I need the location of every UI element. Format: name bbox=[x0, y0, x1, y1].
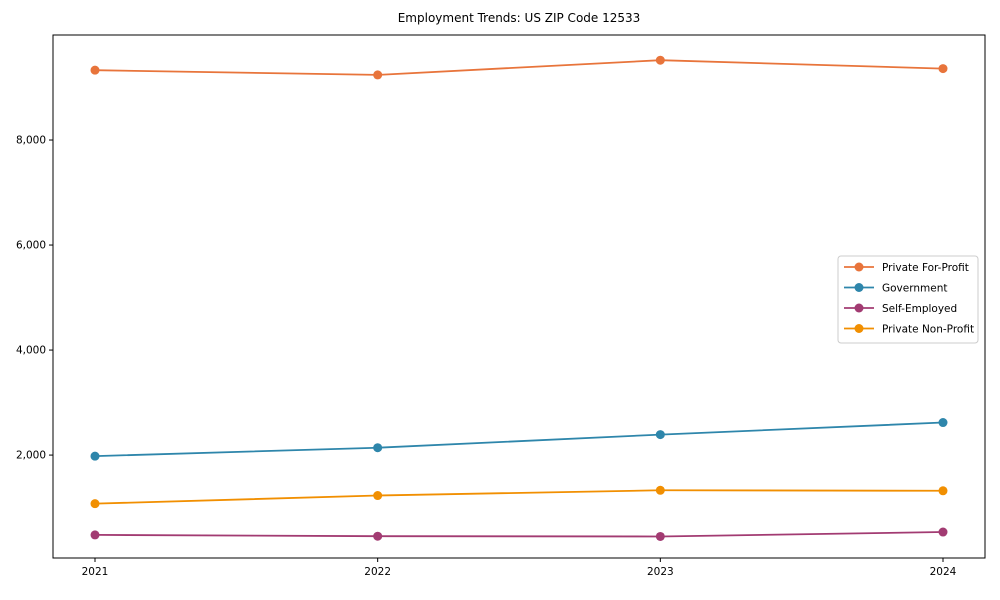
legend-marker bbox=[854, 283, 864, 292]
x-axis: 2021 2022 2023 2024 bbox=[82, 558, 957, 578]
legend-label: Private Non-Profit bbox=[882, 323, 974, 335]
data-point bbox=[373, 491, 383, 501]
data-point bbox=[655, 430, 665, 440]
series-line bbox=[94, 421, 944, 458]
data-point bbox=[90, 65, 100, 75]
legend-marker bbox=[854, 262, 864, 272]
legend-marker bbox=[854, 324, 864, 333]
data-point bbox=[655, 485, 665, 495]
series-line bbox=[94, 489, 944, 505]
series-line bbox=[94, 59, 944, 76]
data-point bbox=[90, 451, 100, 461]
x-tick-label: 2021 bbox=[82, 566, 109, 578]
series-line bbox=[94, 531, 944, 538]
chart-title: Employment Trends: US ZIP Code 12533 bbox=[398, 11, 641, 25]
y-tick-label: 4,000 bbox=[16, 345, 46, 357]
plot-frame bbox=[52, 34, 986, 559]
legend: Private For-Profit Government Self-Employe… bbox=[837, 255, 979, 344]
x-tick-label: 2024 bbox=[930, 566, 957, 578]
data-point bbox=[373, 531, 383, 541]
data-point bbox=[373, 70, 383, 80]
plot-series bbox=[90, 55, 948, 541]
data-point bbox=[938, 418, 948, 428]
data-point bbox=[90, 530, 100, 540]
y-tick-label: 8,000 bbox=[16, 135, 46, 147]
data-point bbox=[373, 443, 383, 453]
data-point bbox=[938, 527, 948, 537]
data-point bbox=[938, 64, 948, 74]
x-tick-label: 2023 bbox=[647, 566, 674, 578]
legend-box bbox=[837, 255, 979, 344]
y-tick-label: 6,000 bbox=[16, 240, 46, 252]
legend-label: Self-Employed bbox=[882, 303, 957, 315]
legend-label: Government bbox=[882, 282, 947, 294]
x-tick-label: 2022 bbox=[364, 566, 391, 578]
legend-label: Private For-Profit bbox=[882, 262, 969, 274]
data-point bbox=[938, 486, 948, 496]
y-axis: 2,000 4,000 6,000 8,000 bbox=[16, 135, 53, 462]
y-tick-label: 2,000 bbox=[16, 450, 46, 462]
data-point bbox=[90, 499, 100, 509]
legend-marker bbox=[854, 303, 864, 313]
data-point bbox=[655, 531, 665, 541]
plot-border bbox=[52, 34, 986, 559]
data-point bbox=[655, 55, 665, 65]
